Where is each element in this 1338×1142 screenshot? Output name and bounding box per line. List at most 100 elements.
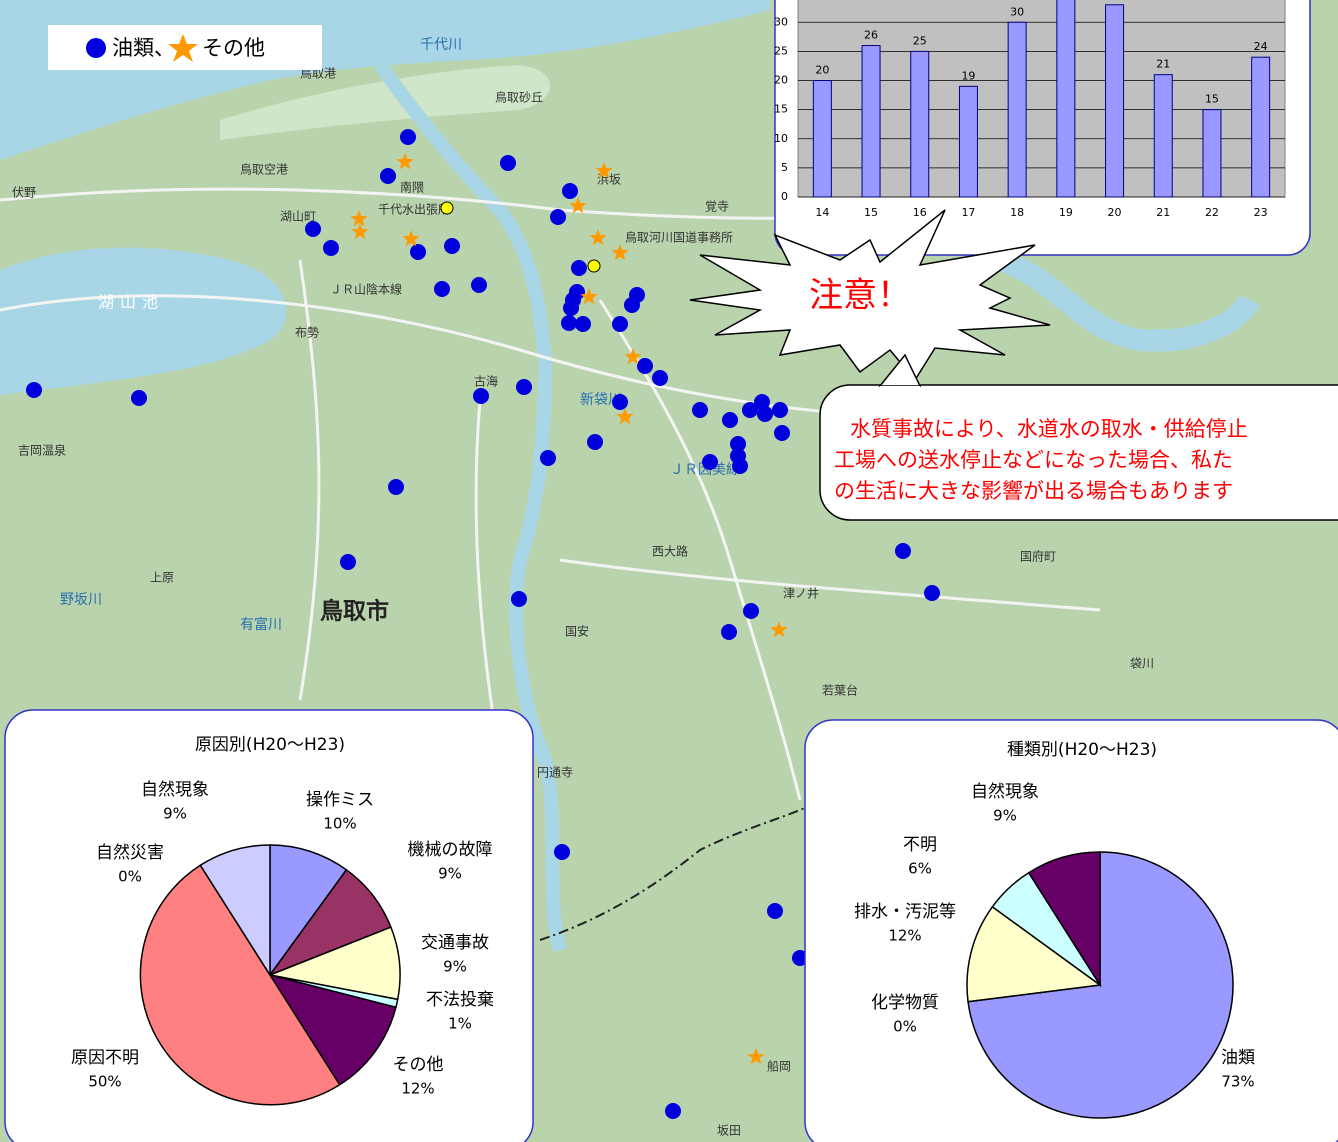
oil-marker xyxy=(500,155,516,171)
slice-value-label: 73% xyxy=(1221,1073,1254,1091)
y-tick-label: 5 xyxy=(781,161,788,174)
value-label: 24 xyxy=(1254,40,1268,53)
legend-oil: 油類、 xyxy=(112,36,175,60)
y-tick-label: 15 xyxy=(774,103,788,116)
bar xyxy=(1154,75,1172,197)
x-tick-label: 23 xyxy=(1254,206,1268,219)
oil-marker xyxy=(743,603,759,619)
slice-label: 自然現象 xyxy=(141,780,209,800)
x-tick-label: 22 xyxy=(1205,206,1219,219)
bar xyxy=(1252,57,1270,197)
oil-marker xyxy=(388,479,404,495)
map-label: 若葉台 xyxy=(822,683,858,698)
oil-marker xyxy=(444,238,460,254)
value-label: 25 xyxy=(913,34,927,47)
note-line: 水質事故により、水道水の取水・供給停止 xyxy=(850,417,1248,441)
map-label: 国安 xyxy=(565,624,589,639)
legend-other: その他 xyxy=(202,36,265,60)
map-label: 円通寺 xyxy=(537,766,573,780)
oil-marker xyxy=(772,402,788,418)
note-line: 工場への送水停止などになった場合、私た xyxy=(834,448,1233,472)
value-label: 19 xyxy=(961,69,975,82)
oil-marker xyxy=(924,585,940,601)
value-label: 15 xyxy=(1205,93,1219,106)
map-label: 古海 xyxy=(474,374,498,389)
slice-value-label: 0% xyxy=(893,1018,917,1036)
oil-marker xyxy=(26,382,42,398)
value-label: 20 xyxy=(815,64,829,77)
slice-label: 原因不明 xyxy=(71,1048,139,1068)
pie-title: 原因別(H20～H23) xyxy=(195,735,345,755)
map-label: 鳥取空港 xyxy=(240,162,288,177)
oil-marker xyxy=(722,412,738,428)
oil-marker xyxy=(624,297,640,313)
slice-label: 自然現象 xyxy=(971,782,1039,802)
office-marker xyxy=(441,202,453,214)
map-label: 西大路 xyxy=(652,544,688,559)
slice-value-label: 10% xyxy=(323,815,356,833)
oil-marker xyxy=(767,903,783,919)
map-label: 野坂川 xyxy=(60,592,102,608)
bar-chart: 0510152025302014261525161917301837193320… xyxy=(774,0,1285,219)
bar xyxy=(862,46,880,197)
slice-label: 化学物質 xyxy=(871,993,939,1013)
x-tick-label: 17 xyxy=(961,206,975,219)
map-label: 千代水出張所 xyxy=(378,203,450,217)
oil-marker xyxy=(473,388,489,404)
slice-value-label: 6% xyxy=(908,860,932,878)
map-label: 吉岡温泉 xyxy=(18,444,66,458)
map-label: 有富川 xyxy=(240,616,282,633)
map-label: 袋川 xyxy=(1130,657,1154,671)
x-tick-label: 18 xyxy=(1010,206,1024,219)
oil-marker xyxy=(550,209,566,225)
slice-label: 不法投棄 xyxy=(426,990,494,1010)
callout-text: 注意！ xyxy=(809,276,911,316)
map-label: 鳥取砂丘 xyxy=(495,90,543,105)
oil-marker xyxy=(340,554,356,570)
y-tick-label: 0 xyxy=(781,190,788,203)
oil-marker xyxy=(652,370,668,386)
y-tick-label: 25 xyxy=(774,44,788,57)
x-tick-label: 21 xyxy=(1156,206,1170,219)
bar xyxy=(1203,110,1221,197)
map-label: 南隈 xyxy=(400,180,424,195)
bar xyxy=(959,86,977,197)
oil-marker xyxy=(554,844,570,860)
oil-marker xyxy=(563,300,579,316)
map-label: ＪＲ山陰本線 xyxy=(330,282,402,297)
oil-marker xyxy=(380,168,396,184)
slice-value-label: 9% xyxy=(438,865,462,883)
slice-value-label: 9% xyxy=(163,805,187,823)
slice-value-label: 1% xyxy=(448,1015,472,1033)
slice-label: 不明 xyxy=(903,835,937,855)
legend-dot xyxy=(86,38,106,58)
oil-marker xyxy=(637,358,653,374)
oil-marker xyxy=(131,390,147,406)
page: 鳥取港鳥取砂丘千代川鳥取空港南隈伏野湖山町千代水出張所浜坂覚寺鳥取河川国道事務所… xyxy=(0,0,1338,1142)
value-label: 30 xyxy=(1010,5,1024,18)
map-label: 千代川 xyxy=(420,37,462,53)
oil-marker xyxy=(571,260,587,276)
oil-marker xyxy=(540,450,556,466)
oil-marker xyxy=(612,316,628,332)
value-label: 21 xyxy=(1156,58,1170,71)
slice-value-label: 9% xyxy=(443,958,467,976)
slice-label: 自然災害 xyxy=(96,843,164,863)
bar xyxy=(911,51,929,197)
value-label: 33 xyxy=(1108,0,1122,1)
bar xyxy=(1106,5,1124,197)
map-label: 上原 xyxy=(150,571,174,585)
oil-marker xyxy=(612,394,628,410)
x-tick-label: 16 xyxy=(913,206,927,219)
oil-marker xyxy=(562,183,578,199)
oil-marker xyxy=(895,543,911,559)
x-tick-label: 15 xyxy=(864,206,878,219)
map-label: 坂田 xyxy=(717,1124,741,1138)
map-label: 覚寺 xyxy=(705,200,729,214)
slice-label: 操作ミス xyxy=(306,790,374,810)
oil-marker xyxy=(410,244,426,260)
oil-marker xyxy=(665,1103,681,1119)
office-marker xyxy=(588,260,600,272)
oil-marker xyxy=(721,624,737,640)
oil-marker xyxy=(561,315,577,331)
